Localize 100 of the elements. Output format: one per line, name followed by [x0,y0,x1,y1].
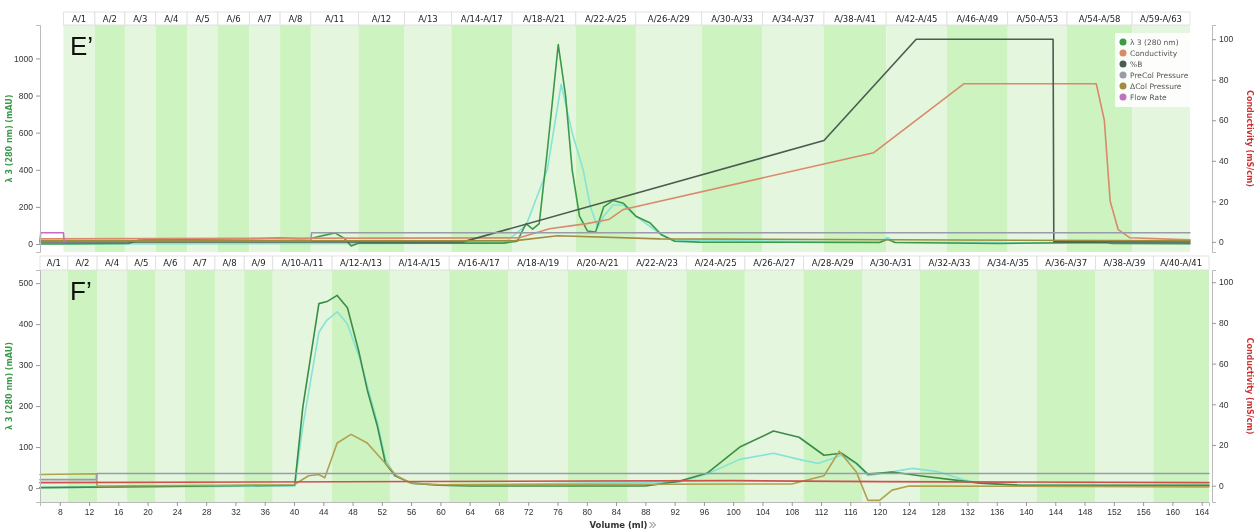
band-label: A/12 [371,13,392,24]
x-tick-label: 112 [814,507,829,518]
y-axis-title: λ 3 (280 nm) (mAU) [5,342,14,430]
band-label: A/14-A/17 [460,13,503,24]
y-tick-label: 400 [18,319,34,330]
band-label: A/38-A/39 [1103,257,1146,268]
x-tick-label: 132 [960,507,976,518]
x-axis-title: Volume (ml) [589,520,648,530]
band-label: A/22-A/23 [636,257,679,268]
band-label: A/13 [418,13,438,24]
x-tick-label: 68 [494,507,505,518]
x-tick-label: 100 [726,507,742,518]
x-tick-label: 156 [1136,507,1151,518]
x-tick-label: 96 [699,507,710,518]
y2-tick-label: 0 [1219,237,1224,248]
band-label: A/42-A/45 [895,13,938,24]
band-label: A/7 [257,13,272,24]
band-label: A/5 [134,257,149,268]
band-label: A/1 [72,13,87,24]
y-axis-title: λ 3 (280 nm) (mAU) [5,94,14,183]
band-label: A/46-A/49 [956,13,999,24]
band-label: A/7 [192,257,207,268]
band-label: A/30-A/31 [870,257,912,268]
y2-tick-label: 20 [1219,196,1229,207]
x-tick-label: 80 [582,507,593,518]
y-tick-label: 1000 [14,53,34,64]
y-tick-label: 200 [18,202,34,213]
band-label: A/9 [251,257,266,268]
x-tick-label: 108 [785,507,800,518]
band-label: A/20-A/21 [576,257,619,268]
y-tick-label: 200 [18,401,34,412]
y2-tick-label: 0 [1219,480,1224,491]
x-tick-label: 140 [1019,507,1034,518]
band-label: A/6 [163,257,178,268]
band-label: A/30-A/33 [711,13,754,24]
band-label: A/26-A/29 [647,13,690,24]
chart-title: E’ [70,31,94,61]
y-tick-label: 100 [18,442,34,453]
x-tick-label: 12 [84,507,95,518]
band-label: A/34-A/35 [987,257,1029,268]
band-label: A/1 [46,257,61,268]
band-label: A/8 [222,257,237,268]
band-label: A/24-A/25 [694,257,737,268]
y2-tick-label: 40 [1219,156,1229,167]
x-tick-label: 64 [465,507,476,518]
x-tick-label: 8 [57,507,63,518]
x-tick-label: 144 [1048,507,1064,518]
x-tick-label: 52 [377,507,388,518]
x-tick-label: 92 [670,507,681,518]
band-label: A/18-A/21 [523,13,565,24]
band-label: A/5 [195,13,210,24]
y2-tick-label: 40 [1219,399,1229,410]
y-tick-label: 500 [18,278,34,289]
band-label: A/8 [288,13,303,24]
band-label: A/59-A/63 [1140,13,1182,24]
x-tick-label: 40 [289,507,300,518]
x-tick-label: 60 [436,507,446,518]
y-tick-label: 400 [18,165,34,175]
band-label: A/16-A/17 [457,257,500,268]
x-tick-label: 28 [201,507,212,518]
band-label: A/14-A/15 [398,257,441,268]
x-tick-label: 104 [755,507,771,518]
band-label: A/4 [164,13,179,24]
band-label: A/10-A/11 [281,257,324,268]
y2-axis-title: Conductivity (mS/cm) [1245,90,1254,187]
y-tick-label: 300 [18,360,34,371]
x-tick-label: 124 [902,507,917,518]
x-tick-label: 44 [319,507,329,518]
y2-tick-label: 60 [1219,358,1229,369]
x-tick-label: 88 [641,507,651,518]
x-tick-label: 160 [1165,507,1181,518]
x-tick-label: 36 [260,507,271,518]
y2-tick-label: 20 [1219,440,1229,451]
x-tick-label: 16 [114,507,124,518]
band-label: A/34-A/37 [772,13,815,24]
band-label: A/11 [324,13,345,24]
x-tick-label: 56 [406,507,417,518]
x-tick-label: 84 [611,507,622,518]
band-label: A/2 [75,257,90,268]
band-label: A/3 [133,13,148,24]
chart-title: F’ [70,276,92,306]
x-tick-label: 76 [553,507,564,518]
band-label: A/28-A/29 [811,257,854,268]
x-tick-label: 120 [873,507,888,518]
y-tick-label: 0 [28,239,34,250]
band-label: A/32-A/33 [928,257,971,268]
x-tick-label: 152 [1107,507,1122,518]
x-tick-label: 136 [990,507,1005,518]
band-label: A/54-A/58 [1078,13,1121,24]
x-tick-label: 32 [231,507,241,518]
band-label: A/38-A/41 [834,13,877,24]
band-label: A/12-A/13 [340,257,382,268]
y-tick-label: 600 [18,127,34,138]
x-tick-label: 116 [844,507,858,518]
x-tick-label: 48 [348,507,359,518]
x-tick-label: 72 [524,507,534,518]
y2-tick-label: 100 [1219,277,1234,288]
x-tick-label: 20 [143,507,154,518]
y-tick-label: 800 [18,90,34,101]
x-tick-label: 148 [1077,507,1093,518]
